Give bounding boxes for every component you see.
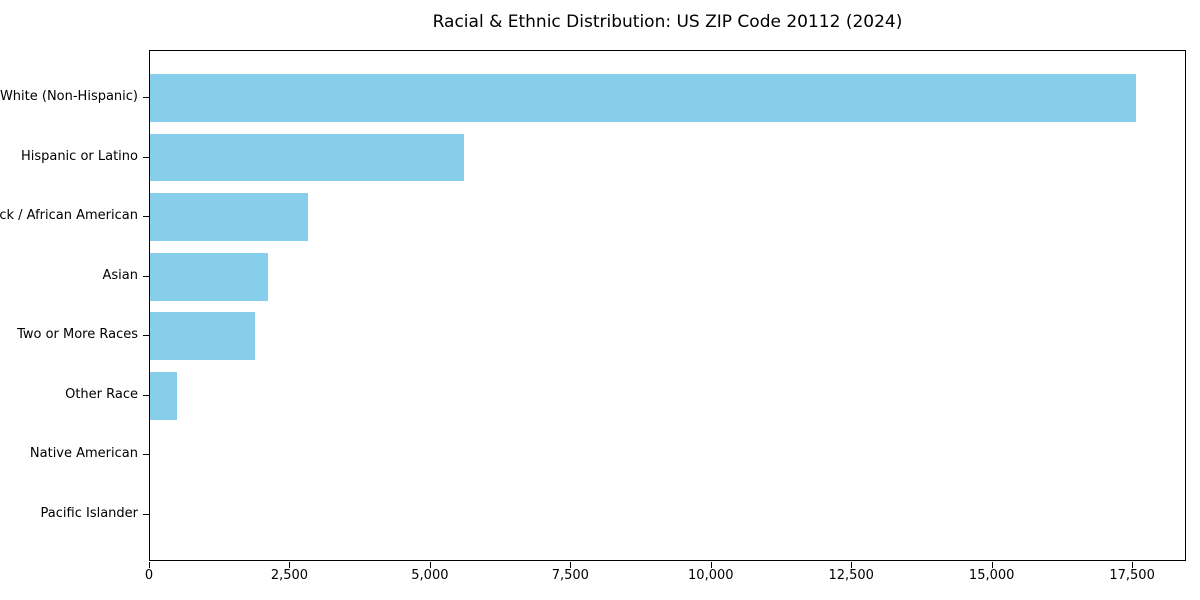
y-axis-labels: White (Non-Hispanic) Hispanic or Latino Bl… [0, 50, 141, 561]
x-tick-label-17-500: 17,500 [1109, 568, 1155, 583]
x-tick-15-000 [991, 562, 993, 568]
x-tick-17-500 [1132, 562, 1134, 568]
x-tick-10-000 [710, 562, 712, 568]
y-label-other-race: Other Race [65, 386, 138, 402]
bar-two-or-more-races [150, 312, 256, 361]
x-tick-5-000 [429, 562, 431, 568]
x-tick-12-500 [851, 562, 853, 568]
x-tick-label-2-500: 2,500 [270, 568, 309, 583]
x-tick-label-15-000: 15,000 [968, 568, 1015, 583]
y-tick-black-african-american [143, 216, 149, 218]
x-tick-label-5-000: 5,000 [411, 568, 449, 583]
x-tick-label-0: 0 [144, 568, 154, 583]
y-label-black-african-american: Black / African American [0, 208, 138, 224]
plot-area [149, 50, 1186, 561]
bar-other-race [150, 372, 178, 420]
y-label-native-american: Native American [29, 446, 138, 462]
y-tick-hispanic-or-latino [143, 156, 149, 158]
y-label-pacific-islander: Pacific Islander [40, 505, 138, 521]
y-tick-other-race [143, 394, 149, 396]
y-tick-asian [143, 275, 149, 277]
chart-title: Racial & Ethnic Distribution: US ZIP Cod… [432, 12, 903, 32]
y-tick-two-or-more-races [143, 335, 149, 337]
bar-white-non-hispanic [150, 74, 1136, 122]
x-tick-0 [149, 562, 150, 568]
y-label-asian: Asian [102, 267, 138, 283]
y-label-two-or-more-races: Two or More Races [17, 327, 138, 343]
y-label-white-non-hispanic: White (Non-Hispanic) [0, 89, 138, 105]
x-tick-label-7-500: 7,500 [551, 568, 589, 583]
y-tick-white-non-hispanic [143, 97, 149, 99]
bar-hispanic-or-latino [150, 133, 464, 182]
y-label-hispanic-or-latino: Hispanic or Latino [20, 148, 138, 164]
bar-black-african-american [150, 193, 309, 241]
x-tick-2-500 [289, 562, 291, 568]
x-tick-label-12-500: 12,500 [828, 568, 874, 583]
bar-asian [150, 252, 268, 301]
y-tick-pacific-islander [143, 513, 149, 515]
x-tick-label-10-000: 10,000 [688, 568, 734, 583]
y-tick-native-american [143, 454, 149, 456]
x-tick-7-500 [570, 562, 572, 568]
